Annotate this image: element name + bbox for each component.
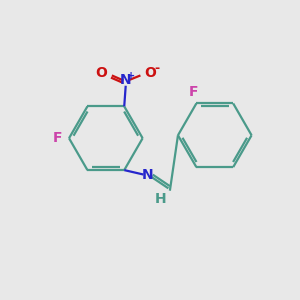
Text: F: F — [53, 131, 63, 145]
Text: F: F — [189, 85, 198, 99]
Text: N: N — [120, 74, 131, 87]
Text: O: O — [144, 66, 156, 80]
Text: H: H — [154, 192, 166, 206]
Text: -: - — [155, 62, 160, 76]
Text: +: + — [127, 71, 135, 81]
Text: N: N — [142, 167, 154, 182]
Text: O: O — [95, 66, 107, 80]
